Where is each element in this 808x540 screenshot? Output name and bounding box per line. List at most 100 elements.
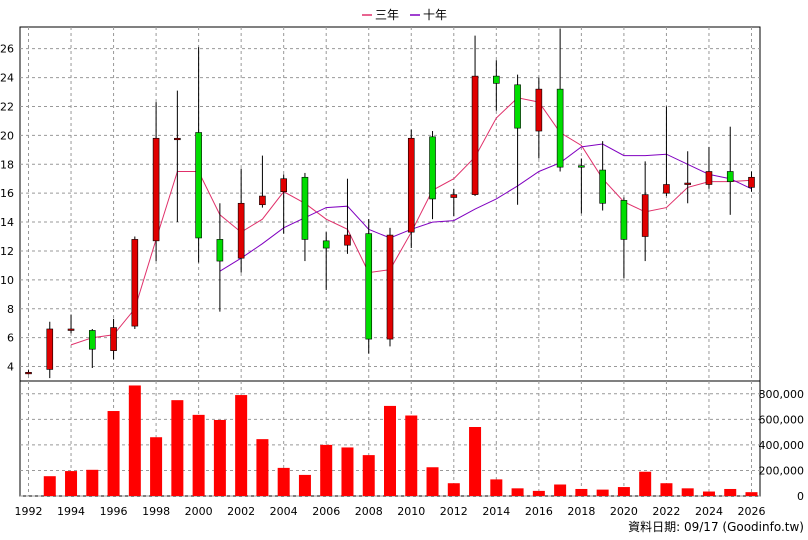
price-y-tick-label: 26 bbox=[0, 43, 14, 56]
candle-body bbox=[407, 137, 415, 233]
candle-body bbox=[322, 240, 330, 249]
volume-y-tick-label: 200,000 bbox=[759, 464, 805, 477]
candle-body bbox=[174, 137, 181, 141]
x-tick-label: 2000 bbox=[185, 505, 213, 518]
candle-body bbox=[386, 234, 394, 340]
price-panel: 4 6 8 10 12 14 16 18 20 22 24 26 bbox=[0, 26, 761, 382]
candle-body bbox=[88, 330, 96, 350]
candle-body bbox=[67, 328, 75, 331]
x-axis: 1992 1994 1996 1998 2000 2002 2004 2006 2008 2010… bbox=[15, 505, 766, 518]
volume-bar bbox=[86, 469, 99, 496]
x-tick-label: 2014 bbox=[482, 505, 510, 518]
volume-bar bbox=[320, 444, 333, 496]
volume-bar bbox=[213, 419, 226, 496]
volume-y-tick-label: 400,000 bbox=[759, 439, 805, 452]
candle-body bbox=[365, 233, 373, 340]
price-y-tick-label: 6 bbox=[7, 332, 14, 345]
volume-y-tick-label: 0 bbox=[797, 490, 804, 503]
legend: 三年 十年 bbox=[362, 8, 447, 22]
volume-bar bbox=[256, 439, 269, 496]
x-tick-label: 2018 bbox=[567, 505, 595, 518]
candle-body bbox=[46, 328, 54, 370]
volume-bar bbox=[277, 467, 290, 496]
candle-body bbox=[493, 75, 500, 84]
candle-body bbox=[599, 169, 606, 204]
price-y-tick-label: 24 bbox=[0, 72, 14, 85]
candle-body bbox=[429, 136, 436, 200]
volume-bar bbox=[532, 490, 545, 496]
x-tick-label: 2020 bbox=[610, 505, 638, 518]
candle-body bbox=[450, 194, 458, 198]
x-tick-label: 2002 bbox=[227, 505, 255, 518]
volume-bar bbox=[341, 447, 354, 496]
volume-bar bbox=[511, 488, 524, 496]
candle-body bbox=[705, 171, 713, 185]
candle-body bbox=[748, 176, 755, 188]
candle-body bbox=[131, 239, 139, 327]
volume-bar bbox=[362, 455, 375, 496]
price-y-tick-label: 20 bbox=[0, 129, 14, 142]
candle-body bbox=[237, 202, 245, 259]
volume-bar bbox=[660, 483, 673, 496]
volume-bar bbox=[405, 415, 418, 496]
volume-y-tick-label: 800,000 bbox=[759, 388, 805, 401]
volume-bar bbox=[128, 385, 141, 496]
candle-body bbox=[259, 195, 266, 206]
price-y-tick-label: 4 bbox=[7, 361, 14, 374]
x-tick-label: 1994 bbox=[57, 505, 85, 518]
price-y-tick-label: 10 bbox=[0, 274, 14, 287]
volume-y-tick-label: 600,000 bbox=[759, 413, 805, 426]
volume-bar bbox=[298, 474, 311, 496]
volume-panel: 0 200,000 400,000 600,000 800,000 bbox=[19, 380, 805, 503]
legend-label: 十年 bbox=[423, 8, 447, 22]
volume-bar bbox=[745, 492, 758, 496]
volume-bar bbox=[192, 414, 205, 496]
volume-bar bbox=[384, 405, 396, 496]
x-tick-label: 2026 bbox=[737, 505, 765, 518]
candle-body bbox=[344, 234, 351, 246]
volume-bar bbox=[617, 487, 630, 496]
price-y-tick-label: 16 bbox=[0, 187, 14, 200]
x-tick-label: 2008 bbox=[355, 505, 383, 518]
candle-body bbox=[684, 182, 692, 185]
candle-body bbox=[195, 132, 202, 239]
price-y-tick-label: 14 bbox=[0, 216, 14, 229]
candle-body bbox=[726, 171, 734, 182]
x-tick-label: 1996 bbox=[100, 505, 128, 518]
legend-label: 三年 bbox=[375, 8, 399, 22]
candle-body bbox=[556, 88, 564, 168]
volume-bar bbox=[575, 488, 588, 496]
candle-body bbox=[25, 372, 32, 375]
price-y-tick-label: 22 bbox=[0, 100, 14, 113]
price-y-tick-label: 18 bbox=[0, 158, 14, 171]
candle-body bbox=[620, 200, 628, 240]
x-tick-label: 2024 bbox=[695, 505, 723, 518]
x-tick-label: 2012 bbox=[440, 505, 468, 518]
volume-bar bbox=[596, 489, 609, 496]
x-tick-label: 2010 bbox=[397, 505, 425, 518]
candle-body bbox=[280, 178, 287, 193]
x-tick-label: 2004 bbox=[270, 505, 298, 518]
x-tick-label: 2006 bbox=[312, 505, 340, 518]
volume-bar bbox=[65, 471, 78, 496]
volume-bar bbox=[171, 400, 184, 496]
volume-bar bbox=[702, 491, 715, 496]
volume-bar bbox=[107, 411, 120, 496]
volume-bar bbox=[43, 476, 56, 496]
x-tick-label: 1992 bbox=[15, 505, 43, 518]
candle-body bbox=[578, 165, 585, 168]
candle-body bbox=[663, 184, 670, 194]
volume-bar bbox=[724, 488, 737, 496]
price-y-tick-label: 8 bbox=[7, 303, 14, 316]
candle-body bbox=[216, 239, 224, 262]
candle-body bbox=[152, 137, 160, 242]
data-date-footer: 資料日期: 09/17 (Goodinfo.tw) bbox=[628, 520, 804, 534]
volume-bar bbox=[681, 488, 694, 496]
volume-bar bbox=[554, 484, 567, 496]
price-y-tick-label: 12 bbox=[0, 245, 14, 258]
candle-body bbox=[110, 327, 117, 351]
candle-body bbox=[535, 88, 543, 132]
volume-bar bbox=[639, 471, 652, 496]
volume-bar bbox=[426, 467, 439, 496]
